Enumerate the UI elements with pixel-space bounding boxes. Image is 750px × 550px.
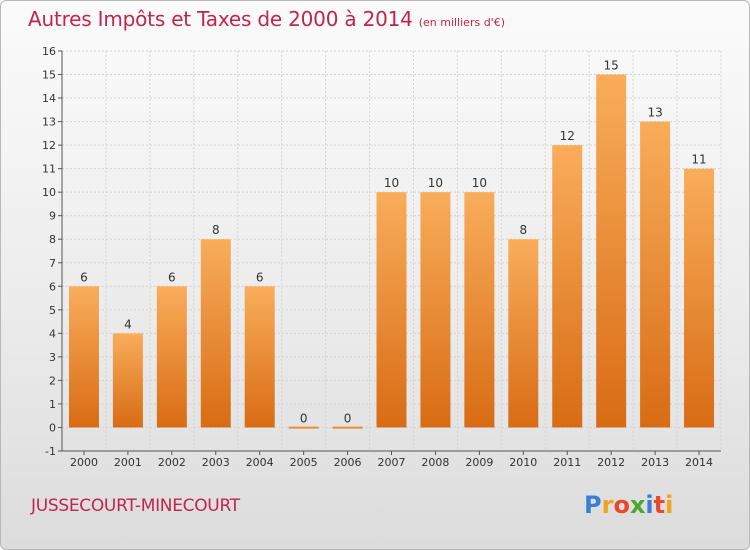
bar-2002 xyxy=(156,286,187,428)
logo-letter: P xyxy=(584,491,602,519)
x-tick-label-2008: 2008 xyxy=(421,456,449,469)
y-tick-label: 6 xyxy=(49,280,56,293)
logo-letter: t xyxy=(653,491,666,519)
y-tick-label: 14 xyxy=(42,92,56,105)
x-tick-label-2000: 2000 xyxy=(70,456,98,469)
data-label-2003: 8 xyxy=(212,223,220,237)
y-tick-label: 4 xyxy=(49,327,56,340)
bar-2008 xyxy=(420,192,451,428)
y-tick-label: 2 xyxy=(49,374,56,387)
data-label-2012: 15 xyxy=(604,59,619,73)
data-label-2010: 8 xyxy=(519,223,527,237)
proxiti-logo[interactable]: Proxiti xyxy=(584,491,673,519)
bar-2011 xyxy=(552,145,583,428)
x-tick-label-2006: 2006 xyxy=(334,456,362,469)
data-label-2014: 11 xyxy=(691,153,706,167)
y-tick-label: 15 xyxy=(42,69,56,82)
x-tick-label-2001: 2001 xyxy=(114,456,142,469)
y-tick-label: 10 xyxy=(42,186,56,199)
logo-letter: x xyxy=(629,491,646,519)
x-tick-label-2012: 2012 xyxy=(597,456,625,469)
y-tick-label: 11 xyxy=(42,163,56,176)
data-label-2013: 13 xyxy=(647,106,662,120)
x-tick-label-2014: 2014 xyxy=(685,456,713,469)
x-tick-label-2005: 2005 xyxy=(290,456,318,469)
y-tick-label: 3 xyxy=(49,351,56,364)
y-tick-label: 8 xyxy=(49,233,56,246)
data-label-2000: 6 xyxy=(80,270,88,284)
chart-title-block: Autres Impôts et Taxes de 2000 à 2014 (en… xyxy=(28,7,505,31)
data-labels: 6 4 6 8 6 0 0 10 10 10 8 12 15 13 11 xyxy=(80,59,707,426)
y-tick-label: 0 xyxy=(49,421,56,434)
x-tick-label-2002: 2002 xyxy=(158,456,186,469)
data-label-2001: 4 xyxy=(124,317,132,331)
y-tick-label: 7 xyxy=(49,257,56,270)
bar-2007 xyxy=(376,192,407,428)
data-label-2006: 0 xyxy=(344,411,352,425)
logo-letter: i xyxy=(645,491,654,519)
data-label-2008: 10 xyxy=(428,176,443,190)
y-tick-label: 16 xyxy=(42,45,56,58)
chart-title: Autres Impôts et Taxes de 2000 à 2014 xyxy=(28,7,413,31)
x-tick-label-2007: 2007 xyxy=(378,456,406,469)
bar-2001 xyxy=(112,333,143,428)
logo-letter: i xyxy=(665,491,674,519)
y-tick-label: 1 xyxy=(49,398,56,411)
logo-letter: o xyxy=(613,491,630,519)
bar-2014 xyxy=(684,168,715,428)
bar-2005 xyxy=(288,426,319,429)
bar-2000 xyxy=(68,286,99,428)
x-tick-label-2013: 2013 xyxy=(641,456,669,469)
x-tick-label-2004: 2004 xyxy=(246,456,274,469)
y-tick-label: 13 xyxy=(42,116,56,129)
y-tick-label: 5 xyxy=(49,304,56,317)
x-tick-label-2011: 2011 xyxy=(553,456,581,469)
bar-2003 xyxy=(200,239,231,428)
data-label-2009: 10 xyxy=(472,176,487,190)
data-label-2004: 6 xyxy=(256,270,264,284)
bar-2010 xyxy=(508,239,539,428)
bars xyxy=(68,74,715,429)
x-tick-label-2003: 2003 xyxy=(202,456,230,469)
data-label-2007: 10 xyxy=(384,176,399,190)
x-tick-label-2010: 2010 xyxy=(509,456,537,469)
data-label-2011: 12 xyxy=(560,129,575,143)
data-label-2005: 0 xyxy=(300,411,308,425)
bar-2013 xyxy=(640,121,671,428)
bar-2006 xyxy=(332,426,363,429)
y-tick-label: -1 xyxy=(45,445,56,458)
bar-2012 xyxy=(596,74,627,428)
x-tick-label-2009: 2009 xyxy=(465,456,493,469)
y-tick-label: 12 xyxy=(42,139,56,152)
bar-2009 xyxy=(464,192,495,428)
bar-2004 xyxy=(244,286,275,428)
y-tick-label: 9 xyxy=(49,210,56,223)
logo-letter: r xyxy=(601,491,614,519)
chart-subtitle: (en milliers d'€) xyxy=(418,16,505,29)
data-label-2002: 6 xyxy=(168,270,176,284)
commune-name: JUSSECOURT-MINECOURT xyxy=(31,496,240,516)
